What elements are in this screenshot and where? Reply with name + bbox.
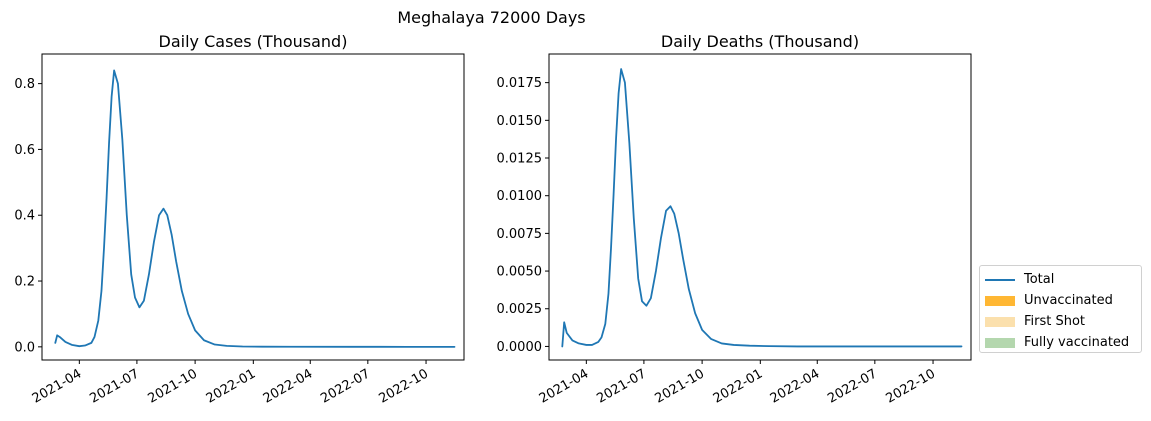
chart-title: Daily Cases (Thousand) [159, 32, 348, 51]
legend-item-unvaccinated: Unvaccinated [985, 290, 1141, 311]
x-tick-label: 2021-10 [653, 366, 708, 406]
legend-label-total: Total [1024, 272, 1055, 287]
figure-title: Meghalaya 72000 Days [397, 8, 586, 27]
legend-item-fully-vaccinated: Fully vaccinated [985, 332, 1141, 353]
plot-frame [548, 53, 972, 361]
plot-frame [41, 53, 465, 361]
series-line-total [561, 68, 963, 348]
y-tick-label: 0.0125 [497, 152, 543, 167]
x-tick-label: 2022-01 [711, 366, 766, 406]
x-tick-label: 2022-04 [768, 366, 823, 406]
y-tick-label: 0.0000 [497, 340, 543, 355]
x-tick-label: 2022-04 [261, 366, 316, 406]
y-tick-label: 0.0100 [497, 189, 543, 204]
legend-item-first-shot: First Shot [985, 311, 1141, 332]
y-tick-label: 0.0075 [497, 227, 543, 242]
legend-swatch-unvaccinated [985, 295, 1015, 306]
legend-item-total: Total [985, 269, 1141, 290]
x-tick-label: 2021-10 [146, 366, 201, 406]
x-tick-label: 2022-01 [204, 366, 259, 406]
x-tick-label: 2021-04 [30, 366, 85, 406]
legend-label-first-shot: First Shot [1024, 314, 1086, 329]
series-line-total [54, 69, 456, 348]
x-tick-label: 2022-07 [318, 366, 373, 406]
y-tick-label: 0.8 [14, 77, 35, 92]
y-tick-label: 0.2 [14, 275, 35, 290]
legend-label-unvaccinated: Unvaccinated [1024, 293, 1113, 308]
legend-swatch-first-shot [985, 316, 1015, 327]
x-tick-label: 2022-10 [376, 366, 431, 406]
y-tick-label: 0.0025 [497, 302, 543, 317]
y-tick-label: 0.4 [14, 209, 35, 224]
legend: Total Unvaccinated First Shot Fully vacc… [979, 265, 1142, 353]
chart-title: Daily Deaths (Thousand) [661, 32, 859, 51]
x-tick-label: 2021-07 [594, 366, 649, 406]
y-tick-label: 0.6 [14, 143, 35, 158]
chart-panel-2: Daily Deaths (Thousand) 0.0000 0.0025 0.005… [497, 32, 972, 407]
y-tick-label: 0.0175 [497, 76, 543, 91]
x-tick-label: 2021-07 [87, 366, 142, 406]
chart-panel-1: Daily Cases (Thousand) 0.0 0.2 0.4 0.6 0.8 202… [14, 32, 465, 407]
legend-swatch-fully-vaccinated [985, 337, 1015, 348]
x-tick-label: 2022-10 [883, 366, 938, 406]
legend-swatch-total [985, 278, 1015, 281]
legend-label-fully-vaccinated: Fully vaccinated [1024, 335, 1130, 350]
y-tick-label: 0.0050 [497, 265, 543, 280]
x-tick-label: 2021-04 [537, 366, 592, 406]
y-tick-label: 0.0150 [497, 114, 543, 129]
x-tick-label: 2022-07 [825, 366, 880, 406]
y-tick-label: 0.0 [14, 340, 35, 355]
